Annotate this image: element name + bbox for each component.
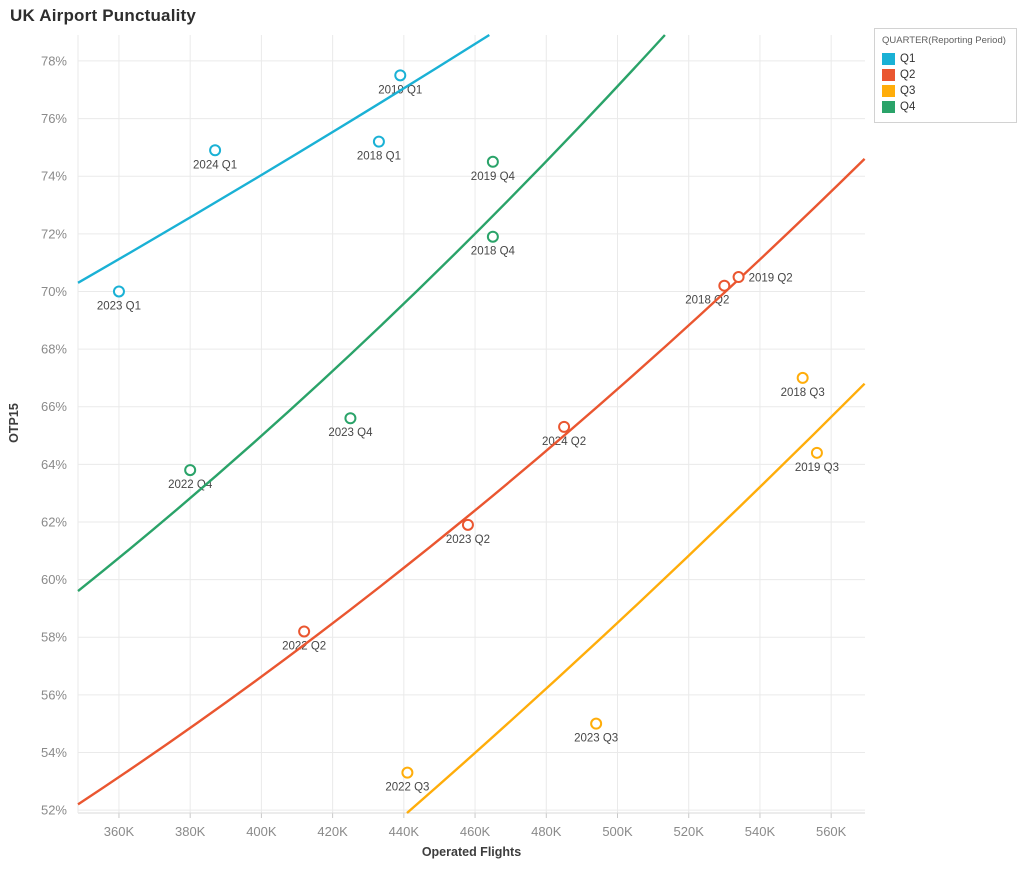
- point-label-2018-q3: 2018 Q3: [781, 387, 825, 399]
- legend-item-q2[interactable]: Q2: [882, 67, 1009, 83]
- point-label-2024-q1: 2024 Q1: [193, 159, 237, 171]
- point-2023-q3[interactable]: [590, 717, 603, 730]
- point-label-2023-q4: 2023 Q4: [328, 427, 373, 439]
- legend-item-q1[interactable]: Q1: [882, 51, 1009, 67]
- point-2022-q2[interactable]: [298, 625, 311, 638]
- point-2022-q3[interactable]: [401, 766, 414, 779]
- y-tick-label: 74%: [41, 169, 67, 184]
- legend-swatch-q2[interactable]: [882, 69, 895, 81]
- x-tick-label: 460K: [460, 824, 491, 839]
- y-tick-label: 78%: [41, 53, 67, 68]
- point-2023-q2[interactable]: [461, 518, 474, 531]
- point-2024-q2[interactable]: [558, 420, 571, 433]
- y-tick-label: 64%: [41, 457, 67, 472]
- x-tick-label: 520K: [674, 824, 705, 839]
- legend-label-q2: Q2: [900, 69, 916, 81]
- point-label-2023-q1: 2023 Q1: [97, 300, 141, 312]
- point-2024-q1[interactable]: [209, 144, 222, 157]
- legend-swatch-q1[interactable]: [882, 53, 895, 65]
- point-label-2019-q4: 2019 Q4: [471, 171, 516, 183]
- y-tick-label: 52%: [41, 803, 67, 818]
- point-2018-q4[interactable]: [486, 230, 499, 243]
- point-2023-q4[interactable]: [344, 412, 357, 425]
- legend-items: Q1 Q2 Q3 Q4: [882, 51, 1009, 115]
- x-tick-label: 440K: [389, 824, 420, 839]
- y-tick-label: 62%: [41, 514, 67, 529]
- point-2023-q1[interactable]: [112, 285, 125, 298]
- point-label-2024-q2: 2024 Q2: [542, 436, 586, 448]
- legend-swatch-q4[interactable]: [882, 101, 895, 113]
- legend-title: QUARTER(Reporting Period): [882, 35, 1006, 46]
- point-2018-q3[interactable]: [796, 371, 809, 384]
- trend-line-q3[interactable]: [406, 382, 866, 814]
- legend-label-q1: Q1: [900, 53, 916, 65]
- legend-label-q4: Q4: [900, 101, 916, 113]
- y-tick-label: 76%: [41, 111, 67, 126]
- legend-item-q4[interactable]: Q4: [882, 99, 1009, 115]
- legend-item-q3[interactable]: Q3: [882, 83, 1009, 99]
- point-2019-q4[interactable]: [486, 155, 499, 168]
- x-tick-label: 400K: [246, 824, 277, 839]
- point-label-2022-q2: 2022 Q2: [282, 640, 326, 652]
- y-axis-title: OTP15: [7, 403, 21, 443]
- x-tick-label: 500K: [602, 824, 633, 839]
- point-2022-q4[interactable]: [184, 464, 197, 477]
- point-label-2018-q1: 2018 Q1: [357, 151, 401, 163]
- point-2019-q2[interactable]: [732, 271, 745, 284]
- legend-label-q3: Q3: [900, 85, 916, 97]
- point-label-2022-q3: 2022 Q3: [385, 782, 429, 794]
- point-label-2018-q2: 2018 Q2: [685, 295, 729, 307]
- trend-line-q1[interactable]: [77, 33, 490, 284]
- y-tick-label: 56%: [41, 687, 67, 702]
- trend-line-q4[interactable]: [77, 34, 666, 593]
- y-tick-label: 70%: [41, 284, 67, 299]
- y-tick-label: 60%: [41, 572, 67, 587]
- chart-title: UK Airport Punctuality: [10, 6, 197, 25]
- y-tick-label: 72%: [41, 226, 67, 241]
- point-2019-q3[interactable]: [810, 446, 823, 459]
- point-2018-q1[interactable]: [372, 135, 385, 148]
- point-label-2018-q4: 2018 Q4: [471, 246, 516, 258]
- x-tick-label: 560K: [816, 824, 847, 839]
- y-tick-label: 58%: [41, 630, 67, 645]
- x-tick-label: 420K: [317, 824, 348, 839]
- point-2019-q1[interactable]: [394, 69, 407, 82]
- x-tick-label: 480K: [531, 824, 562, 839]
- trend-line-q2[interactable]: [77, 158, 866, 806]
- legend: QUARTER(Reporting Period) Q1 Q2 Q3 Q4: [874, 28, 1017, 123]
- x-tick-label: 380K: [175, 824, 206, 839]
- point-label-2023-q3: 2023 Q3: [574, 733, 618, 745]
- point-label-2019-q3: 2019 Q3: [795, 462, 839, 474]
- x-axis-title: Operated Flights: [421, 845, 522, 859]
- y-tick-label: 66%: [41, 399, 67, 414]
- point-2018-q2[interactable]: [718, 279, 731, 292]
- y-tick-label: 68%: [41, 342, 67, 357]
- x-tick-label: 360K: [104, 824, 135, 839]
- point-label-2019-q2: 2019 Q2: [749, 273, 793, 285]
- y-tick-label: 54%: [41, 745, 67, 760]
- x-tick-label: 540K: [745, 824, 776, 839]
- point-label-2023-q2: 2023 Q2: [446, 534, 490, 546]
- legend-swatch-q3[interactable]: [882, 85, 895, 97]
